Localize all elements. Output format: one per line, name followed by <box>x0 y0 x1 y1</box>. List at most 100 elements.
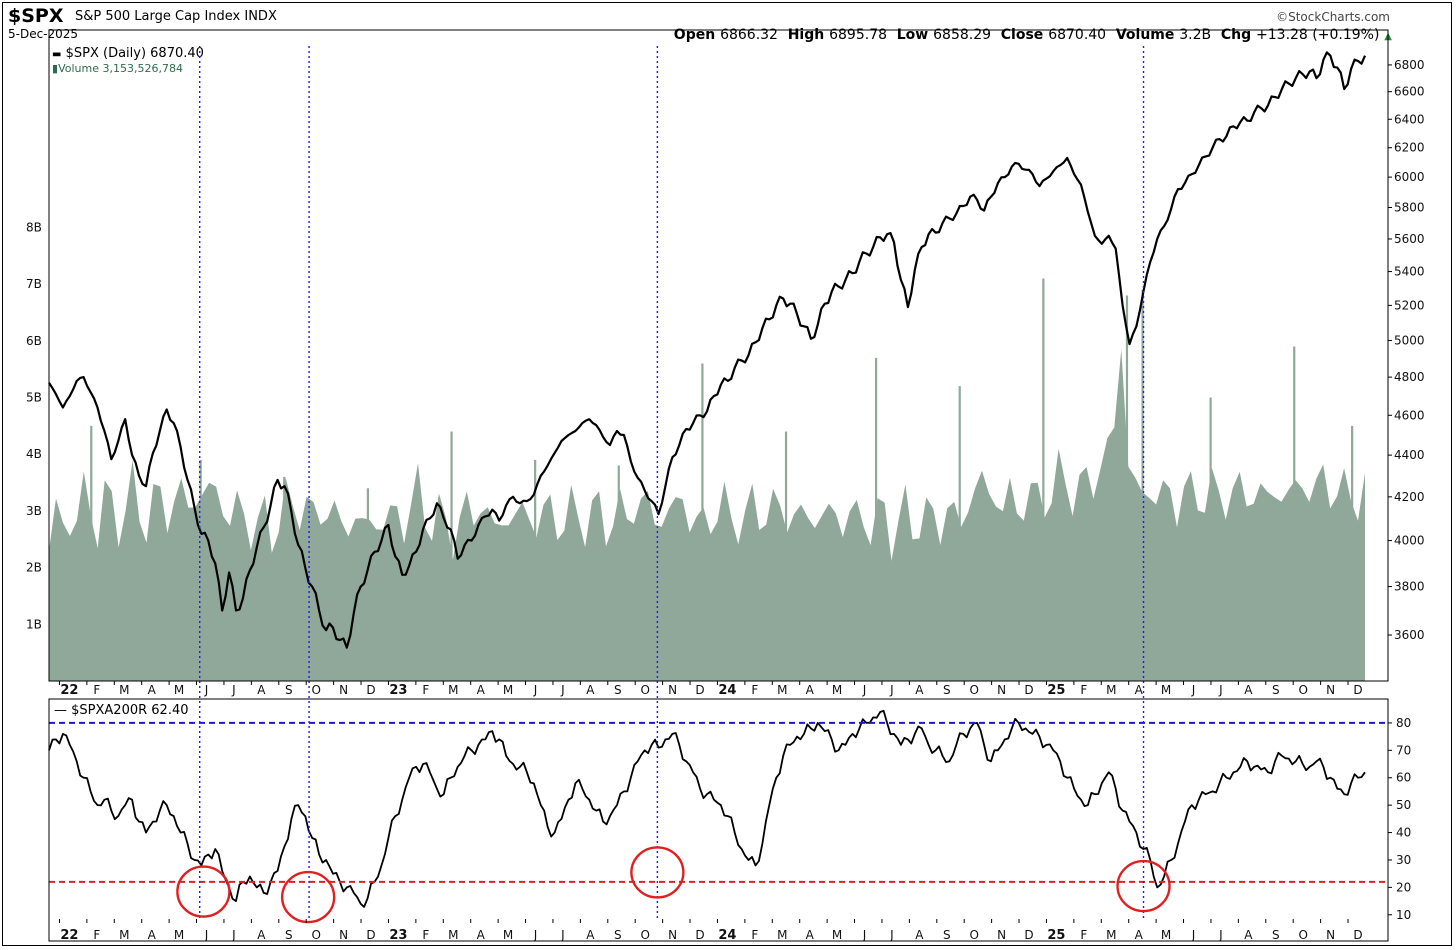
indicator-month-label: D <box>695 928 704 942</box>
indicator-month-label: J <box>560 928 565 942</box>
index-name: S&P 500 Large Cap Index <box>75 9 241 24</box>
indicator-tick-label: 30 <box>1396 853 1411 867</box>
indicator-month-label: D <box>1353 928 1362 942</box>
price-month-label: D <box>366 683 375 697</box>
price-month-label: A <box>477 683 486 697</box>
indicator-tick-label: 40 <box>1396 826 1411 840</box>
indicator-month-label: N <box>668 928 677 942</box>
volume-tick-label: 6B <box>26 334 42 348</box>
price-month-label: D <box>1353 683 1362 697</box>
price-month-label: F <box>422 683 429 697</box>
volume-bars <box>49 278 1365 681</box>
price-month-label: 22 <box>60 683 78 698</box>
price-month-label: 24 <box>718 683 736 698</box>
indicator-month-label: N <box>339 928 348 942</box>
price-legend-icon: ▬ <box>52 49 62 60</box>
indicator-month-label: A <box>1244 928 1253 942</box>
copyright-text: ©StockCharts.com <box>1276 10 1390 24</box>
exchange-label: INDX <box>244 9 277 24</box>
indicator-month-label: M <box>503 928 513 942</box>
price-tick-label: 5400 <box>1394 265 1425 279</box>
indicator-month-label: 23 <box>389 928 407 943</box>
price-month-label: F <box>93 683 100 697</box>
volume-tick-label: 5B <box>26 391 42 405</box>
indicator-tick-label: 80 <box>1396 716 1411 730</box>
indicator-month-label: D <box>1024 928 1033 942</box>
price-month-label: N <box>668 683 677 697</box>
volume-legend-text: Volume 3,153,526,784 <box>58 62 183 75</box>
indicator-month-label: J <box>533 928 538 942</box>
indicator-month-label: M <box>119 928 129 942</box>
price-month-label: A <box>148 683 157 697</box>
price-tick-label: 3800 <box>1394 580 1425 594</box>
chg-value: +13.28 (+0.19%) <box>1256 27 1380 43</box>
high-value: 6895.78 <box>829 27 888 43</box>
indicator-month-label: M <box>832 928 842 942</box>
price-tick-label: 6400 <box>1394 112 1425 126</box>
price-month-label: O <box>1298 683 1307 697</box>
volume-tick-label: 8B <box>26 220 42 234</box>
indicator-legend-text: $SPXA200R 62.40 <box>71 703 189 718</box>
indicator-month-label: S <box>285 928 293 942</box>
volume-tick-label: 3B <box>26 504 42 518</box>
volume-label: Volume <box>1115 27 1175 43</box>
price-month-label: S <box>285 683 293 697</box>
low-label: Low <box>896 27 929 43</box>
indicator-legend: — $SPXA200R 62.40 <box>54 703 189 718</box>
ohlc-readout: Open 6866.32 High 6895.78 Low 6858.29 Cl… <box>674 27 1392 43</box>
price-month-label: M <box>119 683 129 697</box>
price-tick-label: 6800 <box>1394 58 1425 72</box>
indicator-month-label: 22 <box>60 928 78 943</box>
volume-legend: ▮Volume 3,153,526,784 <box>52 62 183 75</box>
indicator-month-label: A <box>257 928 266 942</box>
price-tick-label: 6600 <box>1394 85 1425 99</box>
axes <box>48 29 1392 942</box>
indicator-month-label: A <box>477 928 486 942</box>
indicator-month-label: S <box>614 928 622 942</box>
price-month-label: F <box>1080 683 1087 697</box>
indicator-month-label: A <box>1135 928 1144 942</box>
price-month-label: 23 <box>389 683 407 698</box>
indicator-month-label: 25 <box>1047 928 1065 943</box>
indicator-month-label: F <box>1080 928 1087 942</box>
indicator-panel-border <box>48 698 1389 942</box>
price-month-label: N <box>339 683 348 697</box>
indicator-legend-icon: — <box>54 703 67 718</box>
indicator-month-label: D <box>366 928 375 942</box>
indicator-month-label: 24 <box>718 928 736 943</box>
price-tick-label: 4800 <box>1394 370 1425 384</box>
price-month-label: O <box>640 683 649 697</box>
price-month-label: J <box>231 683 236 697</box>
price-month-label: J <box>533 683 538 697</box>
price-month-label: J <box>862 683 867 697</box>
indicator-month-label: M <box>448 928 458 942</box>
price-month-label: N <box>997 683 1006 697</box>
price-tick-label: 4000 <box>1394 534 1425 548</box>
high-label: High <box>787 27 825 43</box>
price-month-label: D <box>1024 683 1033 697</box>
price-month-label: M <box>174 683 184 697</box>
price-month-label: M <box>832 683 842 697</box>
low-circle <box>176 865 231 918</box>
price-month-label: D <box>695 683 704 697</box>
price-month-label: O <box>311 683 320 697</box>
indicator-month-label: M <box>777 928 787 942</box>
price-tick-label: 6000 <box>1394 170 1425 184</box>
price-tick-label: 5800 <box>1394 201 1425 215</box>
symbol-description: S&P 500 Large Cap Index INDX <box>75 9 277 24</box>
chg-label: Chg <box>1220 27 1252 43</box>
indicator-month-label: M <box>174 928 184 942</box>
price-month-label: F <box>751 683 758 697</box>
price-month-label: J <box>560 683 565 697</box>
price-month-label: A <box>915 683 924 697</box>
price-tick-label: 4600 <box>1394 408 1425 422</box>
price-month-label: J <box>1218 683 1223 697</box>
indicator-month-label: A <box>915 928 924 942</box>
low-circle <box>280 870 336 924</box>
indicator-month-label: A <box>586 928 595 942</box>
indicator-month-label: M <box>1161 928 1171 942</box>
low-circle <box>630 846 685 899</box>
indicator-tick-label: 50 <box>1396 798 1411 812</box>
indicator-month-label: M <box>1106 928 1116 942</box>
indicator-month-label: F <box>751 928 758 942</box>
